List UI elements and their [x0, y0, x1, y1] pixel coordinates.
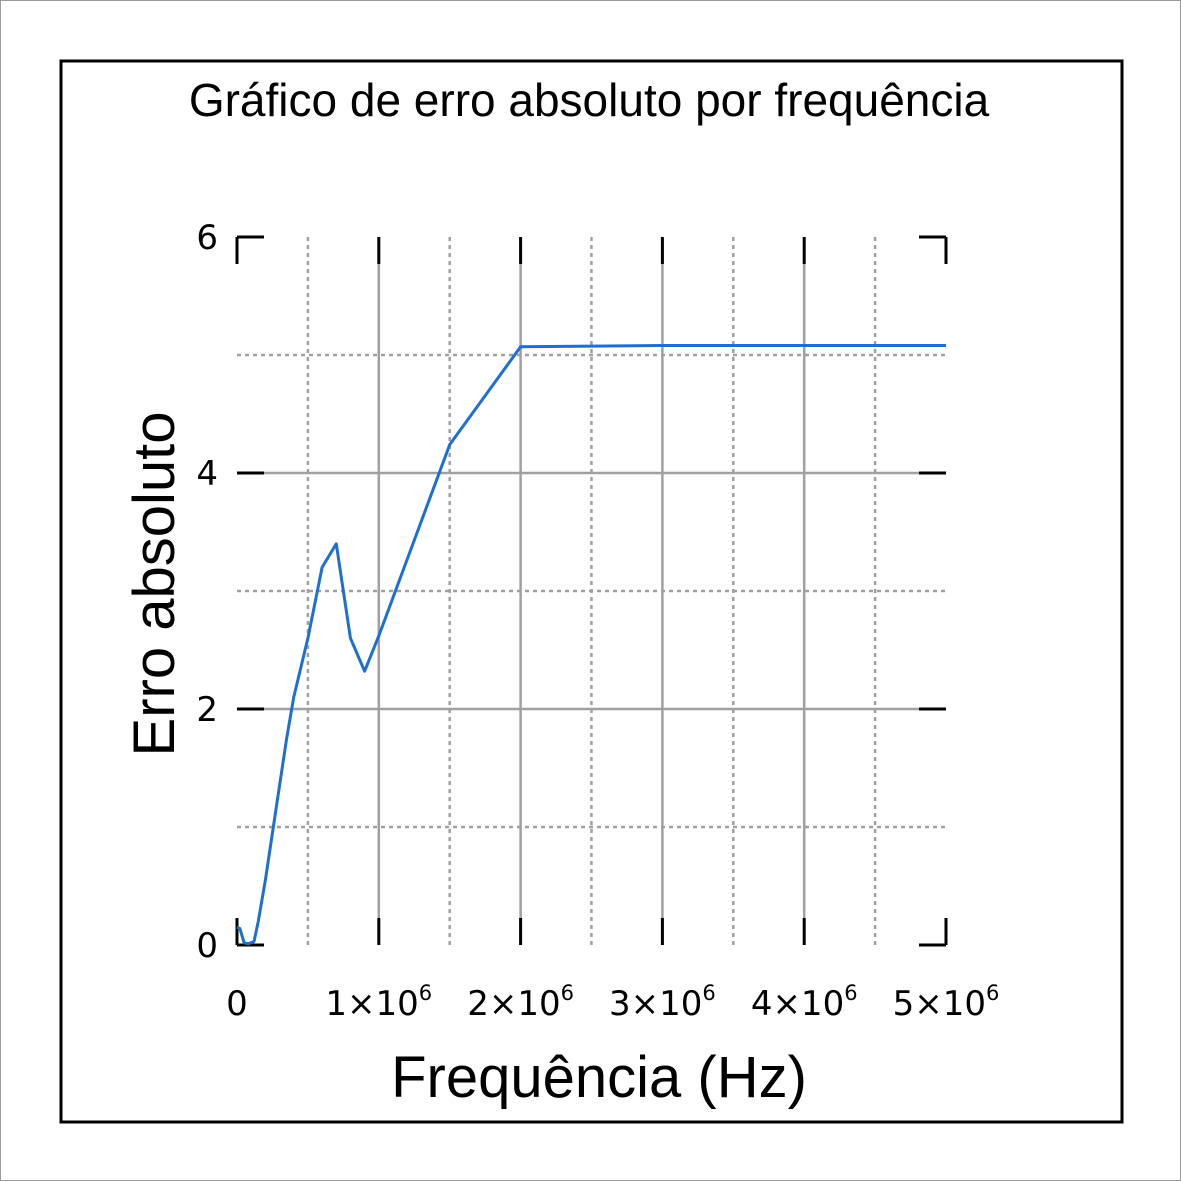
tick-labels: 0 2 4 6 0 1×106 2×106 3×106 4×106 5×106	[196, 218, 999, 1024]
x-tick-label: 5×106	[893, 981, 1000, 1024]
chart-frame	[59, 59, 1124, 1124]
x-tick-label: 0	[226, 984, 248, 1024]
x-axis-title: Frequência (Hz)	[391, 1045, 807, 1110]
x-tick-label: 3×106	[609, 981, 716, 1024]
y-tick-label: 0	[196, 926, 218, 966]
axis-ticks	[235, 235, 948, 947]
grid	[237, 237, 946, 945]
series-layer	[236, 344, 946, 946]
y-tick-label: 4	[196, 454, 218, 494]
y-tick-label: 2	[196, 690, 218, 730]
y-tick-label: 6	[196, 218, 218, 258]
x-tick-label: 4×106	[751, 981, 858, 1024]
series-line	[236, 344, 946, 946]
chart-title: Gráfico de erro absoluto por frequência	[189, 74, 990, 126]
x-tick-label: 2×106	[467, 981, 574, 1024]
x-tick-label: 1×106	[325, 981, 432, 1024]
y-axis-title: Erro absoluto	[122, 412, 187, 757]
